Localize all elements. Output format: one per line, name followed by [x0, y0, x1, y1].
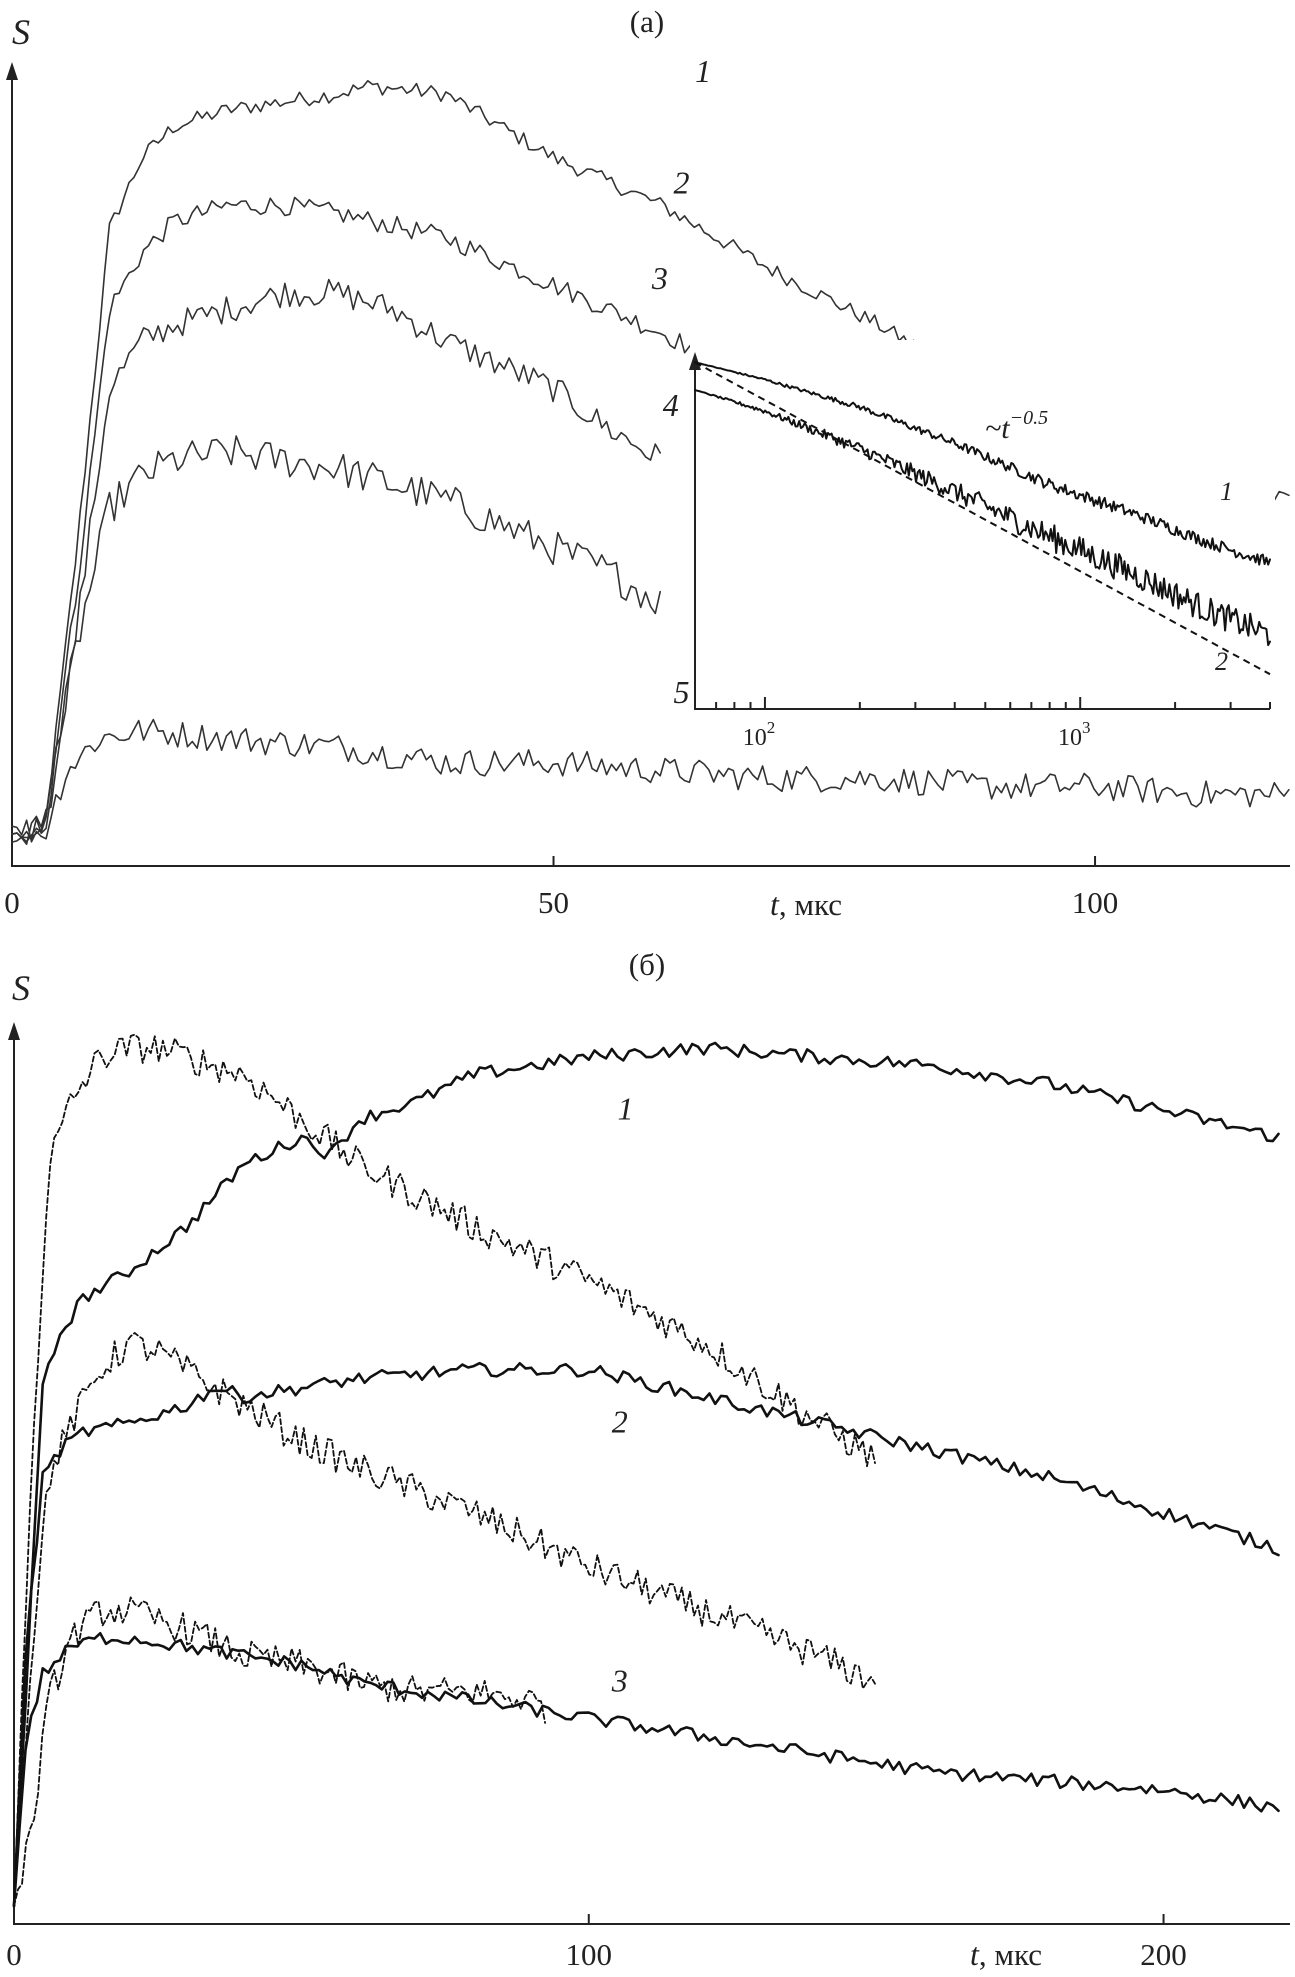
inset-background [690, 340, 1275, 715]
panel-a-x-ticks: 0 50 100 [4, 856, 1118, 920]
panel-a-series-label: 3 [651, 260, 668, 296]
panel-b-x-tick-label: 200 [1140, 1937, 1187, 1972]
panel-a-series-5-line [11, 718, 1290, 843]
panel-b-series-1-solid-line [12, 1041, 1280, 1908]
inset-series-1-line [694, 361, 1271, 566]
panel-a-series-label: 1 [695, 53, 711, 89]
inset-series-label: 1 [1220, 477, 1233, 506]
inset-annotation-exponent: −0.5 [1010, 407, 1049, 429]
panel-a-label: (a) [630, 4, 664, 39]
panel-b-series-labels: 1 2 3 [611, 1090, 634, 1698]
panel-a-series-label: 2 [674, 164, 690, 200]
inset-x-tick-exponent: 3 [1082, 718, 1091, 737]
panel-b-series-1-dashed-line [13, 1033, 876, 1907]
panel-b-series-3-solid-line [12, 1632, 1280, 1908]
inset-annotation: ~t−0.5 [985, 407, 1048, 445]
panel-b-x-tick-label: 0 [6, 1937, 22, 1972]
panel-a-x-axis-label: t, мкс [770, 886, 842, 922]
panel-a-x-axis-var: t [770, 886, 780, 922]
panel-b-series [12, 1033, 1280, 1908]
panel-a-x-tick-label: 0 [4, 885, 20, 920]
panel-b: (б) S 0 100 200 t, мкс 1 2 3 [6, 947, 1290, 1972]
panel-a-series-labels: 1 2 3 4 5 [651, 53, 711, 710]
panel-b-y-axis-label: S [12, 968, 30, 1008]
panel-b-series-2-solid-line [12, 1361, 1280, 1908]
panel-b-series-label: 3 [611, 1663, 628, 1699]
panel-b-series-label: 1 [618, 1090, 634, 1126]
panel-b-x-tick-label: 100 [566, 1937, 613, 1972]
inset-x-tick-label: 103 [1058, 718, 1091, 751]
panel-b-x-axis-label: t, мкс [970, 1936, 1042, 1972]
inset-series [694, 361, 1271, 676]
panel-a-series-label: 4 [663, 387, 679, 423]
panel-b-x-axis-unit: , мкс [979, 1937, 1042, 1972]
panel-a-y-axis-label: S [12, 12, 30, 52]
panel-a-y-axis-arrow [6, 62, 18, 80]
panel-b-y-axis-arrow [8, 1022, 20, 1040]
panel-b-series-3-dashed-line [13, 1596, 546, 1907]
panel-b-series-2-dashed-line [13, 1332, 876, 1907]
inset-reference-dashed-line [694, 361, 1271, 676]
inset-x-tick-base: 10 [743, 725, 767, 751]
inset-x-ticks: 102 103 [694, 697, 1271, 751]
panel-a-series-4-line [11, 435, 661, 845]
panel-b-x-axis-var: t [970, 1936, 980, 1972]
inset-annotation-text: ~t [985, 412, 1010, 445]
inset-x-tick-base: 10 [1058, 725, 1082, 751]
inset-series-label: 2 [1215, 647, 1228, 676]
inset-x-tick-label: 102 [743, 718, 776, 751]
panel-a-x-axis-unit: , мкс [779, 887, 842, 922]
panel-b-series-label: 2 [612, 1403, 628, 1439]
panel-a-x-tick-label: 100 [1072, 885, 1119, 920]
inset-y-axis-arrow [689, 352, 701, 370]
panel-b-x-ticks: 0 100 200 [6, 1914, 1187, 1972]
panel-a-x-tick-label: 50 [538, 885, 569, 920]
inset-series-labels: 12 [1215, 477, 1233, 676]
panel-b-label: (б) [629, 947, 665, 982]
inset-series-2-line [694, 389, 1271, 647]
inset-x-tick-exponent: 2 [767, 718, 776, 737]
panel-a-series-3-line [11, 278, 661, 841]
panel-a-series-label: 5 [674, 674, 690, 710]
panel-a-inset: 102 103 ~t−0.5 12 [689, 340, 1275, 751]
